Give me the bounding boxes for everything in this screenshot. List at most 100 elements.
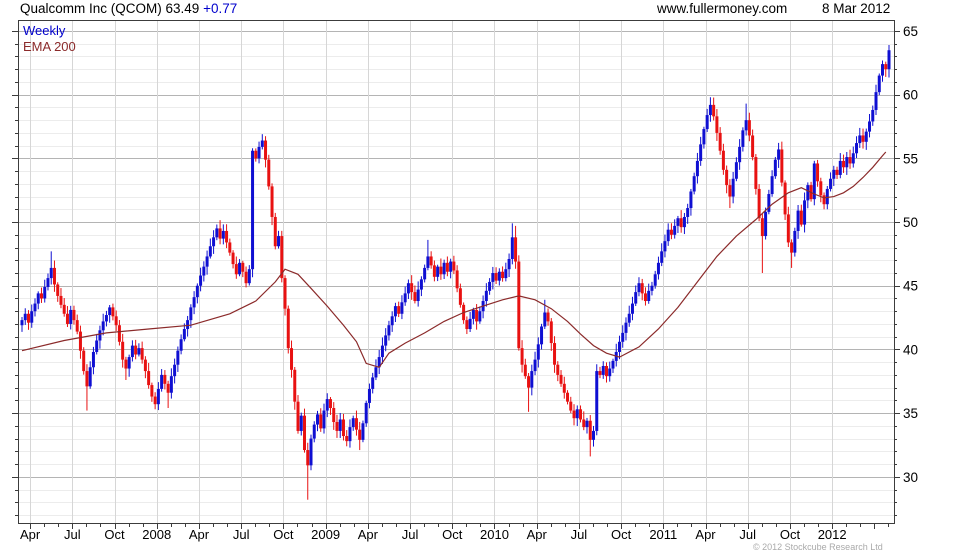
candle-up: [682, 216, 686, 228]
candle-up: [91, 351, 95, 368]
candle-up: [767, 194, 771, 212]
candle-down: [848, 157, 852, 164]
candle-up: [361, 423, 365, 440]
x-axis-label: Apr: [527, 527, 548, 542]
candle-up: [624, 322, 628, 333]
candle-up: [260, 140, 264, 147]
candle-up: [540, 326, 544, 345]
candle-down: [569, 401, 573, 411]
candle-up: [770, 176, 774, 195]
candle-up: [192, 297, 196, 308]
candle-up: [478, 311, 482, 322]
candle-up: [491, 273, 495, 282]
candle-up: [621, 332, 625, 342]
candle-up: [205, 256, 209, 267]
candle-down: [452, 261, 456, 271]
candle-up: [322, 410, 326, 429]
candle-up: [251, 150, 255, 270]
candle-down: [39, 293, 43, 299]
candle-up: [744, 120, 748, 131]
candle-down: [754, 157, 758, 189]
candle-down: [231, 252, 235, 265]
x-axis-label: Jul: [571, 527, 588, 542]
candle-down: [293, 369, 297, 402]
candle-up: [656, 262, 660, 275]
candle-down: [546, 312, 550, 322]
candle-down: [280, 236, 284, 279]
candle-down: [143, 359, 147, 372]
candle-up: [130, 345, 134, 358]
candle-down: [410, 283, 414, 293]
candle-up: [436, 266, 440, 277]
x-axis-label: Apr: [358, 527, 379, 542]
candle-up: [608, 368, 612, 377]
candle-down: [140, 348, 144, 360]
candle-up: [738, 146, 742, 163]
x-axis-label: Oct: [611, 527, 632, 542]
candle-up: [871, 109, 875, 122]
candle-up: [387, 325, 391, 336]
candle-down: [218, 228, 222, 239]
candle-up: [43, 287, 47, 299]
candle-up: [393, 306, 397, 317]
candle-up: [796, 210, 800, 231]
candle-down: [501, 271, 505, 279]
candle-up: [741, 130, 745, 147]
candle-down: [296, 401, 300, 431]
candle-up: [695, 160, 699, 177]
candle-up: [510, 237, 514, 259]
candle-up: [186, 320, 190, 330]
candle-up: [364, 402, 368, 424]
candle-down: [283, 278, 287, 309]
candle-down: [117, 325, 121, 342]
candle-down: [783, 182, 787, 215]
candle-down: [59, 295, 63, 305]
candle-down: [747, 120, 751, 136]
candle-down: [134, 345, 138, 355]
candle-up: [247, 269, 251, 284]
candle-down: [553, 343, 557, 365]
candle-down: [225, 230, 229, 243]
candle-down: [267, 159, 271, 187]
candle-down: [111, 307, 115, 317]
candle-down: [725, 169, 729, 186]
x-axis-label: Oct: [104, 527, 125, 542]
candle-down: [72, 309, 76, 321]
candle-down: [286, 308, 290, 349]
candle-up: [887, 50, 891, 70]
candle-up: [845, 157, 849, 168]
candle-down: [465, 320, 469, 330]
candle-up: [380, 345, 384, 358]
chart-title: Qualcomm Inc (QCOM) 63.49 +0.77: [20, 1, 237, 16]
candle-up: [367, 388, 371, 403]
candle-up: [689, 191, 693, 209]
candle-up: [95, 340, 99, 352]
candle-down: [819, 181, 823, 196]
candle-up: [881, 64, 885, 76]
candle-up: [773, 159, 777, 177]
candle-up: [832, 169, 836, 179]
candle-up: [877, 75, 881, 93]
candle-up: [533, 359, 537, 372]
candle-up: [601, 365, 605, 375]
candle-up: [497, 271, 501, 281]
candle-up: [426, 256, 430, 268]
candle-up: [702, 129, 706, 145]
candle-down: [341, 419, 345, 437]
candle-up: [686, 208, 690, 217]
candle-up: [731, 178, 735, 197]
candle-down: [579, 409, 583, 420]
x-axis-label: 2009: [311, 527, 340, 542]
candle-up: [49, 267, 53, 279]
candle-up: [764, 211, 768, 237]
x-axis-label: 2010: [480, 527, 509, 542]
candle-down: [234, 264, 238, 275]
candle-up: [88, 367, 92, 387]
candle-up: [351, 418, 355, 428]
candle-up: [400, 302, 404, 314]
y-axis-label: 30: [903, 470, 918, 485]
candle-down: [718, 132, 722, 151]
candle-up: [299, 415, 303, 431]
candle-down: [475, 309, 479, 322]
